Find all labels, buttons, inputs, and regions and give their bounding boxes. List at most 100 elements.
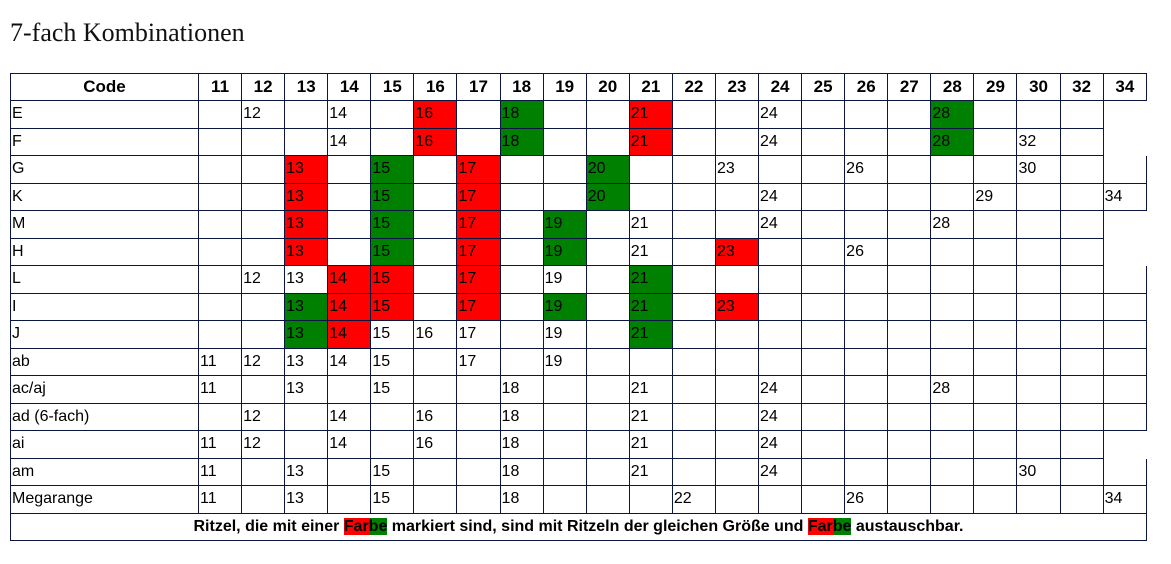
sprocket-cell — [413, 347, 458, 376]
sprocket-cell: 21 — [628, 292, 673, 321]
sprocket-cell: 14 — [327, 402, 372, 431]
sprocket-cell: 21 — [628, 127, 673, 156]
sprocket-cell — [499, 155, 544, 184]
sprocket-cell — [758, 265, 803, 294]
sprocket-cell — [714, 100, 760, 129]
sprocket-cell — [1016, 375, 1061, 404]
header-size: 25 — [801, 73, 846, 101]
sprocket-cell — [844, 210, 889, 239]
sprocket-cell — [1102, 320, 1148, 349]
sprocket-cell — [801, 375, 846, 404]
sprocket-cell — [973, 237, 1018, 266]
sprocket-cell — [1059, 320, 1104, 349]
farbe-green: be — [832, 517, 852, 535]
sprocket-cell — [327, 457, 372, 486]
row-code: ab — [10, 347, 199, 376]
sprocket-cell: 14 — [327, 347, 372, 376]
sprocket-cell — [628, 182, 673, 211]
sprocket-cell: 15 — [370, 237, 415, 266]
sprocket-cell: 13 — [284, 210, 329, 239]
sprocket-cell: 15 — [370, 210, 415, 239]
sprocket-cell — [671, 402, 716, 431]
sprocket-cell: 21 — [628, 402, 673, 431]
sprocket-cell — [930, 237, 975, 266]
farbe-red: Far — [807, 517, 833, 535]
sprocket-cell: 15 — [370, 292, 415, 321]
sprocket-cell — [1016, 210, 1061, 239]
sprocket-cell: 14 — [327, 320, 372, 349]
header-size: 24 — [758, 73, 803, 101]
header-size: 16 — [413, 73, 458, 101]
sprocket-cell — [714, 375, 760, 404]
sprocket-cell — [844, 127, 889, 156]
sprocket-cell — [585, 210, 630, 239]
sprocket-cell — [973, 402, 1018, 431]
sprocket-cell — [499, 320, 544, 349]
sprocket-cell — [1016, 237, 1061, 266]
sprocket-cell: 18 — [499, 430, 544, 459]
table-row: ai 11 12 14 16 18 21 24 — [10, 430, 1147, 459]
table-row: ac/aj 11 13 15 18 21 24 28 — [10, 375, 1148, 404]
sprocket-cell — [714, 430, 760, 459]
sprocket-cell — [456, 402, 501, 431]
sprocket-cell — [585, 402, 630, 431]
sprocket-cell: 13 — [284, 237, 329, 266]
table-row: L 12 13 14 15 17 19 21 — [10, 265, 1148, 294]
row-code: F — [10, 127, 199, 156]
sprocket-cell — [499, 265, 544, 294]
header-code: Code — [10, 73, 199, 101]
row-code: H — [10, 237, 199, 266]
sprocket-cell — [1102, 292, 1148, 321]
footer-text: austauschbar. — [851, 517, 964, 535]
sprocket-cell — [671, 430, 716, 459]
sprocket-cell — [887, 347, 932, 376]
sprocket-cell — [241, 210, 286, 239]
sprocket-cell — [671, 210, 716, 239]
sprocket-cell — [714, 402, 760, 431]
sprocket-cell: 21 — [628, 457, 673, 486]
sprocket-cell: 19 — [542, 292, 587, 321]
sprocket-cell — [456, 430, 501, 459]
sprocket-cell: 28 — [930, 375, 975, 404]
sprocket-cell: 13 — [284, 182, 329, 211]
sprocket-cell — [930, 485, 975, 514]
sprocket-cell — [413, 457, 458, 486]
header-size: 23 — [714, 73, 760, 101]
sprocket-cell: 14 — [327, 265, 372, 294]
header-size: 28 — [930, 73, 975, 101]
sprocket-cell: 21 — [628, 430, 673, 459]
sprocket-cell — [714, 485, 760, 514]
sprocket-cell — [887, 265, 932, 294]
sprocket-cell: 14 — [327, 127, 372, 156]
sprocket-cell — [930, 292, 975, 321]
sprocket-cell: 15 — [370, 265, 415, 294]
table-row: ab 11 12 13 14 15 17 19 — [10, 347, 1148, 376]
sprocket-cell — [1059, 182, 1104, 211]
table-row: E 12 14 16 18 21 24 28 — [10, 100, 1147, 129]
sprocket-cell — [197, 292, 243, 321]
sprocket-cell — [1102, 155, 1148, 184]
sprocket-cell — [1102, 210, 1147, 238]
footer-text: Ritzel, die mit einer — [193, 517, 344, 535]
sprocket-cell — [585, 347, 630, 376]
sprocket-cell — [197, 182, 243, 211]
sprocket-cell: 23 — [714, 237, 760, 266]
sprocket-cell — [1102, 375, 1148, 404]
sprocket-cell — [844, 100, 889, 129]
table-row: H 13 15 17 19 21 23 26 — [10, 237, 1147, 266]
sprocket-cell: 19 — [542, 237, 587, 266]
table-row: Megarange 11 13 15 18 22 26 34 — [10, 485, 1148, 514]
sprocket-cell — [542, 485, 587, 514]
sprocket-cell: 17 — [456, 292, 501, 321]
sprocket-cell: 11 — [197, 347, 243, 376]
row-code: L — [10, 265, 199, 294]
footer-note: Ritzel, die mit einer Farbe markiert sin… — [10, 512, 1147, 541]
row-code: ai — [10, 430, 199, 459]
sprocket-cell: 13 — [284, 375, 329, 404]
sprocket-cell — [197, 210, 243, 239]
sprocket-cell — [973, 457, 1018, 486]
sprocket-cell: 24 — [758, 100, 803, 129]
sprocket-cell — [197, 127, 243, 156]
sprocket-cell — [930, 347, 975, 376]
sprocket-cell — [801, 265, 846, 294]
